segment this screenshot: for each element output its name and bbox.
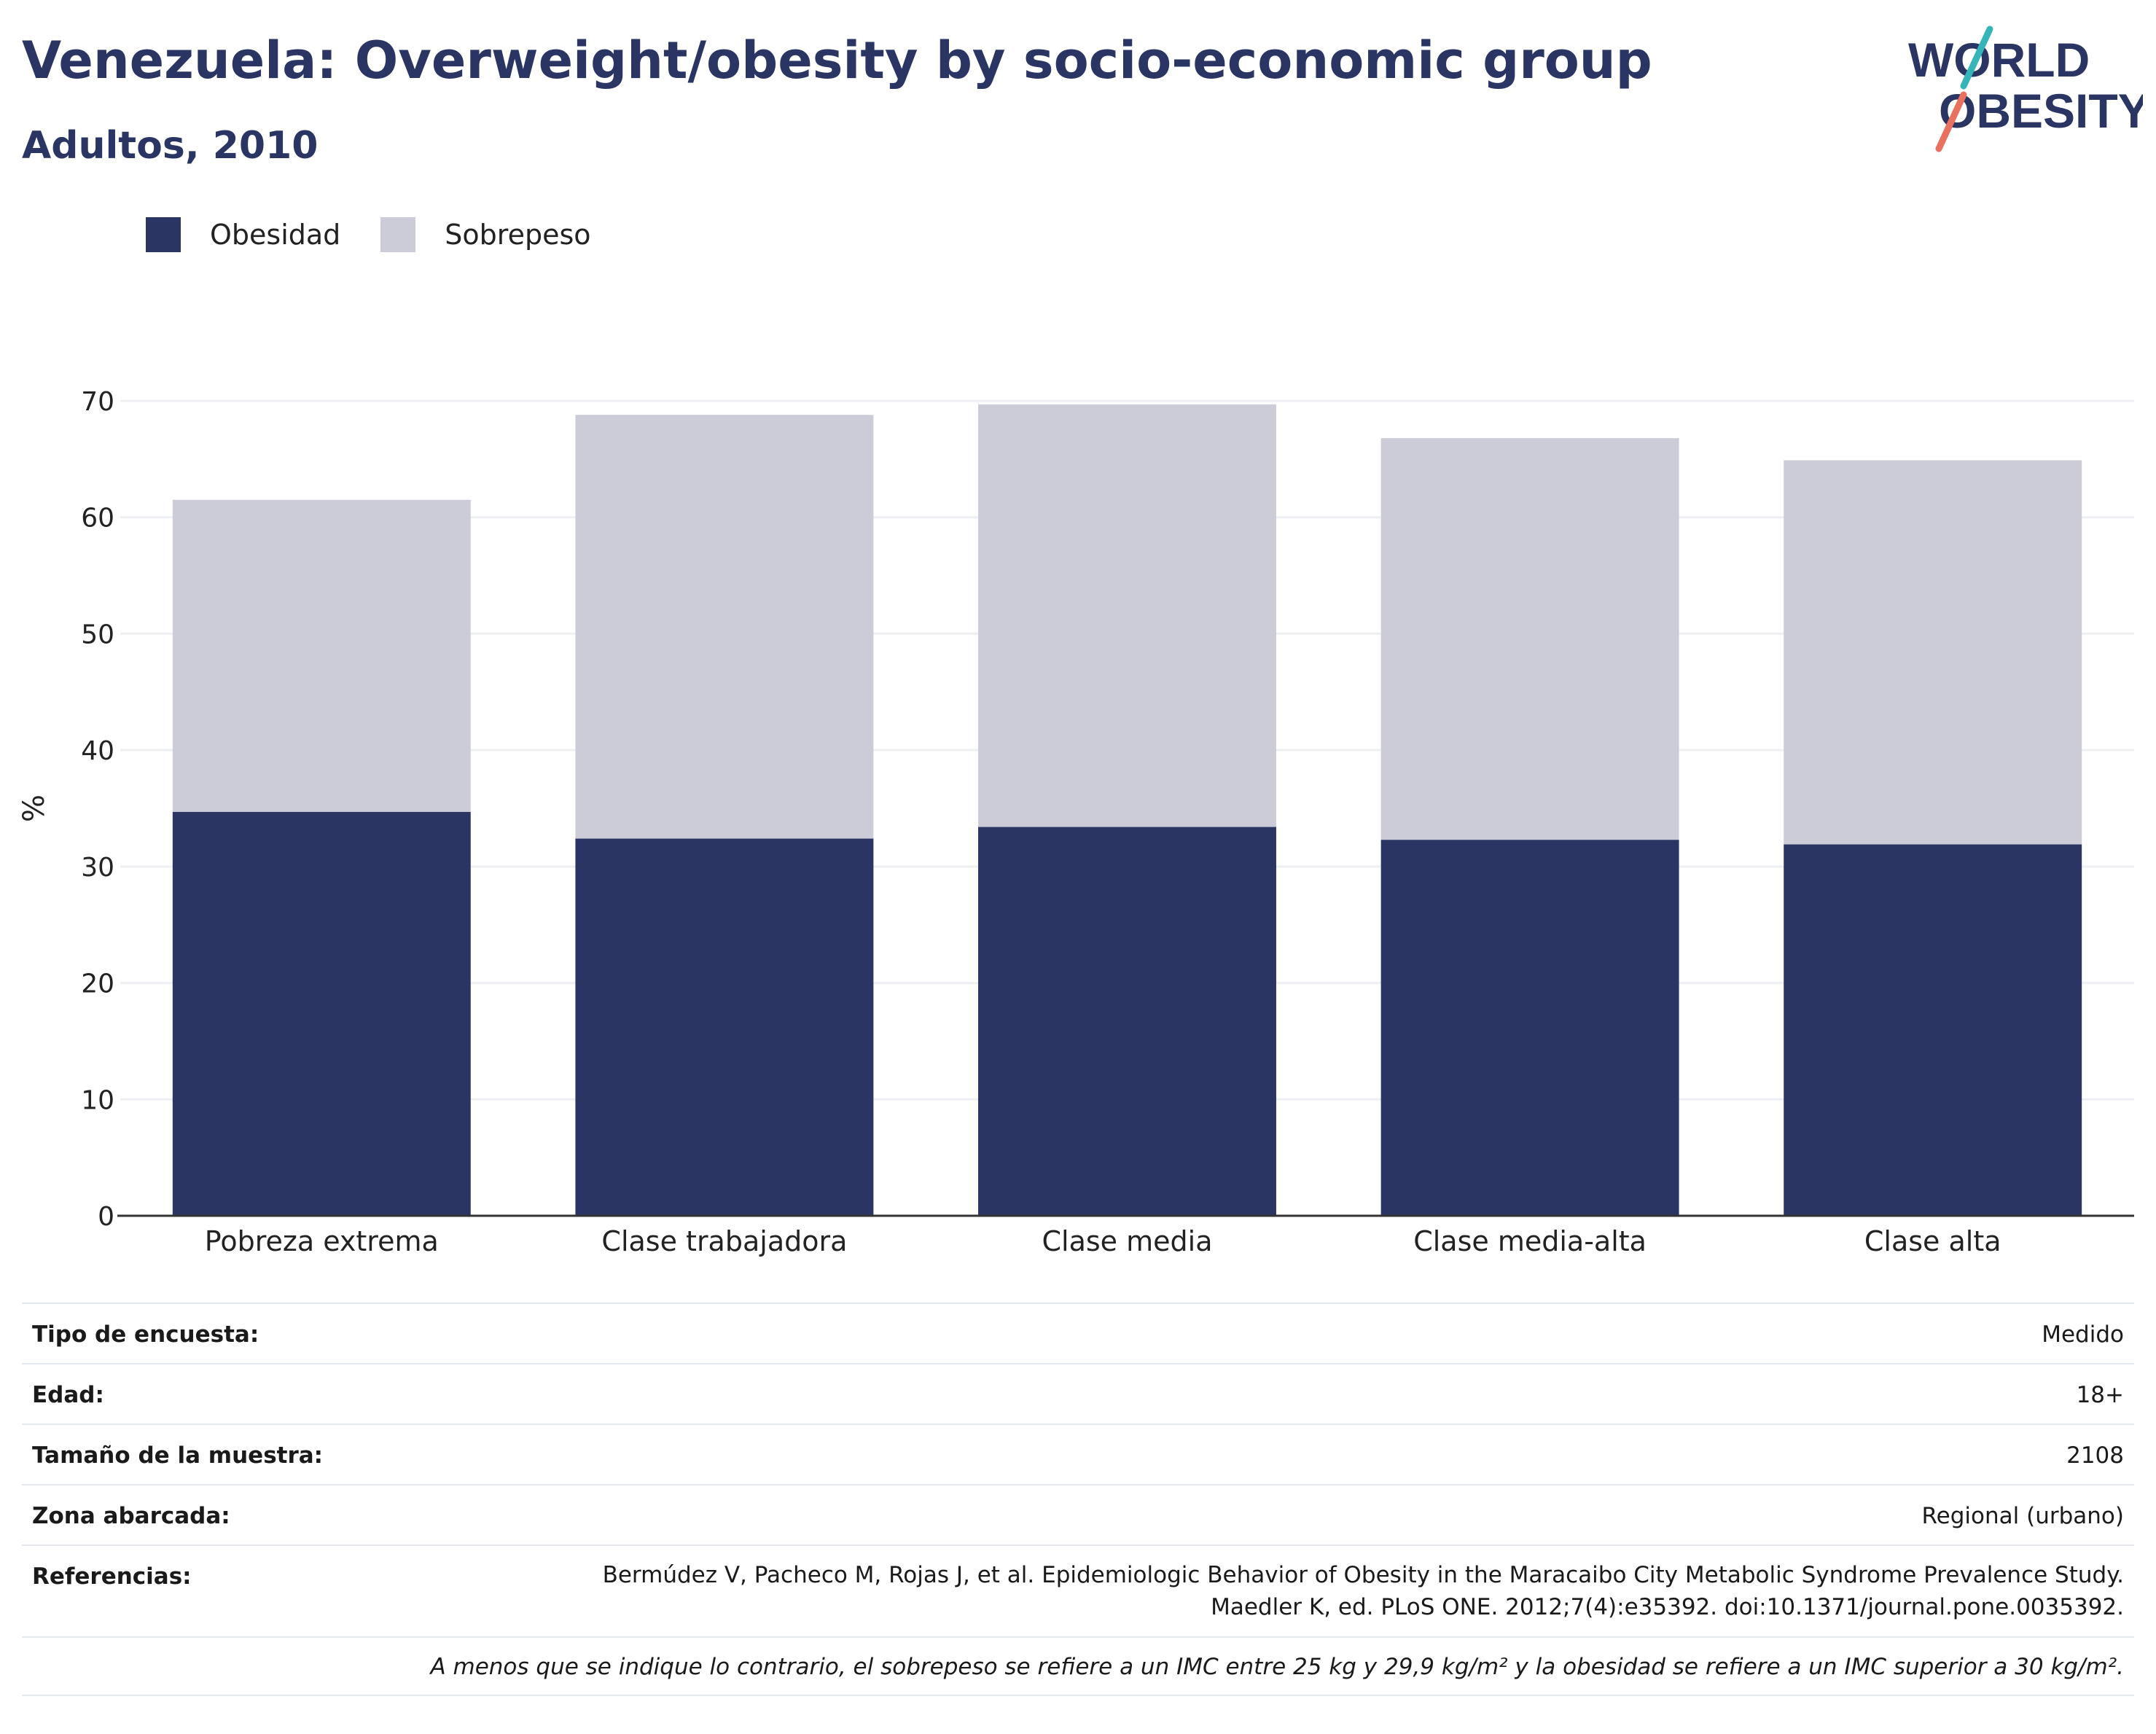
x-tick-label: Clase media-alta xyxy=(1413,1225,1647,1257)
bar-obesidad-2 xyxy=(978,827,1276,1216)
bar-sobrepeso-3 xyxy=(1380,438,1679,840)
info-key: Edad: xyxy=(32,1382,104,1408)
x-tick-label: Clase alta xyxy=(1864,1225,2001,1257)
references-text: Bermúdez V, Pacheco M, Rojas J, et al. E… xyxy=(603,1559,2124,1623)
y-tick-label: 20 xyxy=(81,969,114,999)
legend-item-obesity: Obesidad xyxy=(146,217,340,252)
info-row-sample-size: Tamaño de la muestra: 2108 xyxy=(22,1423,2134,1484)
y-tick-label: 30 xyxy=(81,853,114,883)
info-key: Referencias: xyxy=(32,1563,192,1590)
legend-label-overweight: Sobrepeso xyxy=(445,219,591,251)
y-tick-label: 0 xyxy=(98,1202,114,1232)
world-obesity-logo: WORLD OBESITY xyxy=(1908,26,2143,152)
y-tick-label: 70 xyxy=(81,387,114,417)
bar-obesidad-4 xyxy=(1784,844,2082,1216)
info-row-coverage: Zona abarcada: Regional (urbano) xyxy=(22,1484,2134,1544)
logo-line2: OBESITY xyxy=(1939,84,2143,138)
chart-title: Venezuela: Overweight/obesity by socio-e… xyxy=(22,31,1652,90)
legend-label-obesity: Obesidad xyxy=(210,219,341,251)
x-tick-label: Pobreza extrema xyxy=(205,1225,439,1257)
y-tick-label: 60 xyxy=(81,504,114,534)
chart-legend: Obesidad Sobrepeso xyxy=(146,216,631,253)
references-line-2: Maedler K, ed. PLoS ONE. 2012;7(4):e3539… xyxy=(1211,1594,2124,1620)
info-row-age: Edad: 18+ xyxy=(22,1363,2134,1423)
info-value: Regional (urbano) xyxy=(1921,1503,2124,1529)
info-row-survey-type: Tipo de encuesta: Medido xyxy=(22,1303,2134,1363)
x-tick-label: Clase trabajadora xyxy=(601,1225,847,1257)
bar-sobrepeso-2 xyxy=(978,404,1276,827)
bar-sobrepeso-4 xyxy=(1784,460,2082,845)
info-value: 2108 xyxy=(2066,1442,2124,1469)
x-tick-label: Clase media xyxy=(1042,1225,1213,1257)
info-key: Tipo de encuesta: xyxy=(32,1321,259,1348)
definition-note: A menos que se indique lo contrario, el … xyxy=(22,1636,2134,1696)
info-table: Tipo de encuesta: Medido Edad: 18+ Tamañ… xyxy=(22,1303,2134,1696)
y-axis-title: % xyxy=(17,794,51,822)
logo-line1: WORLD xyxy=(1908,33,2090,87)
chart-subtitle: Adultos, 2010 xyxy=(22,124,319,168)
references-line-1: Bermúdez V, Pacheco M, Rojas J, et al. E… xyxy=(602,1562,2124,1588)
bar-obesidad-0 xyxy=(172,811,471,1216)
legend-swatch-obesity xyxy=(146,217,181,252)
info-key: Tamaño de la muestra: xyxy=(32,1442,324,1469)
info-value: 18+ xyxy=(2076,1382,2124,1408)
y-tick-label: 10 xyxy=(81,1085,114,1115)
y-tick-label: 40 xyxy=(81,736,114,766)
info-row-references: Referencias: Bermúdez V, Pacheco M, Roja… xyxy=(22,1544,2134,1636)
info-key: Zona abarcada: xyxy=(32,1503,230,1529)
info-value: Medido xyxy=(2042,1321,2124,1348)
bar-obesidad-3 xyxy=(1380,840,1679,1216)
bar-obesidad-1 xyxy=(575,838,874,1216)
bar-sobrepeso-0 xyxy=(172,499,471,812)
bar-sobrepeso-1 xyxy=(575,415,874,839)
y-tick-label: 50 xyxy=(81,620,114,649)
legend-swatch-overweight xyxy=(380,217,416,252)
legend-item-overweight: Sobrepeso xyxy=(380,217,591,252)
bar-chart: 0 10 20 30 40 50 60 70% Pobreza extrema Clase tra… xyxy=(17,387,2134,1257)
